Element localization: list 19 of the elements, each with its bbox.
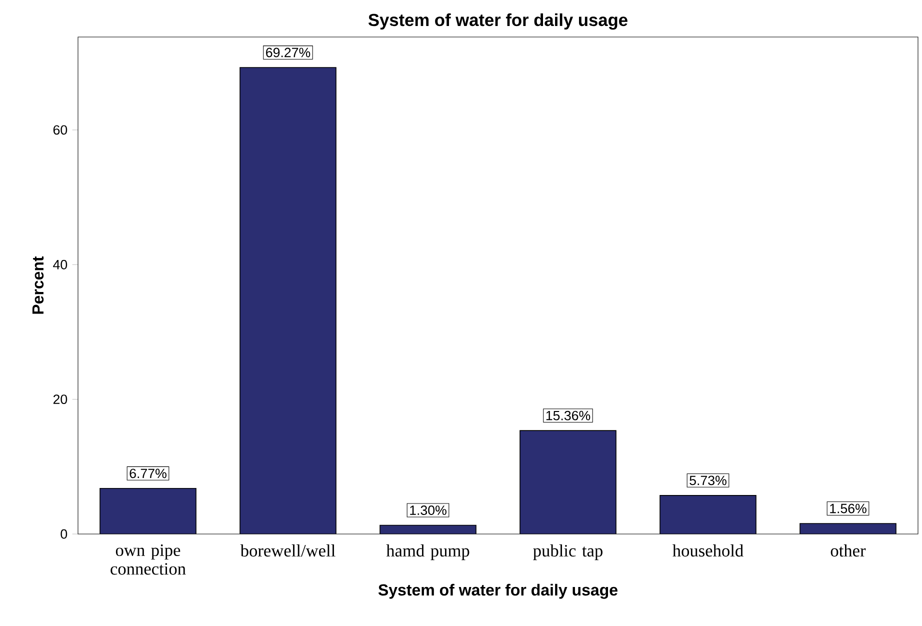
x-tick-label: other	[830, 544, 866, 557]
x-tick-label: public tap	[533, 544, 602, 560]
y-tick-label: 0	[60, 529, 68, 539]
y-axis-title: Percent	[32, 256, 44, 314]
data-label: 69.27%	[266, 48, 310, 58]
x-tick-label: hamd pump	[386, 544, 470, 560]
x-tick-label: own pipe connection	[110, 544, 186, 575]
y-tick-label: 20	[53, 394, 68, 404]
data-label: 5.73%	[690, 476, 726, 486]
data-label: 15.36%	[546, 410, 590, 420]
y-tick-label: 60	[53, 125, 68, 135]
y-tick-label: 40	[53, 260, 68, 270]
data-label: 1.56%	[830, 504, 866, 514]
x-axis-title: System of water for daily usage	[378, 584, 618, 599]
data-label: 6.77%	[130, 468, 166, 478]
x-tick-label: household	[672, 544, 744, 557]
chart-title: System of water for daily usage	[368, 13, 628, 30]
x-tick-label: borewell/well	[240, 544, 336, 557]
data-label: 1.30%	[410, 506, 446, 515]
